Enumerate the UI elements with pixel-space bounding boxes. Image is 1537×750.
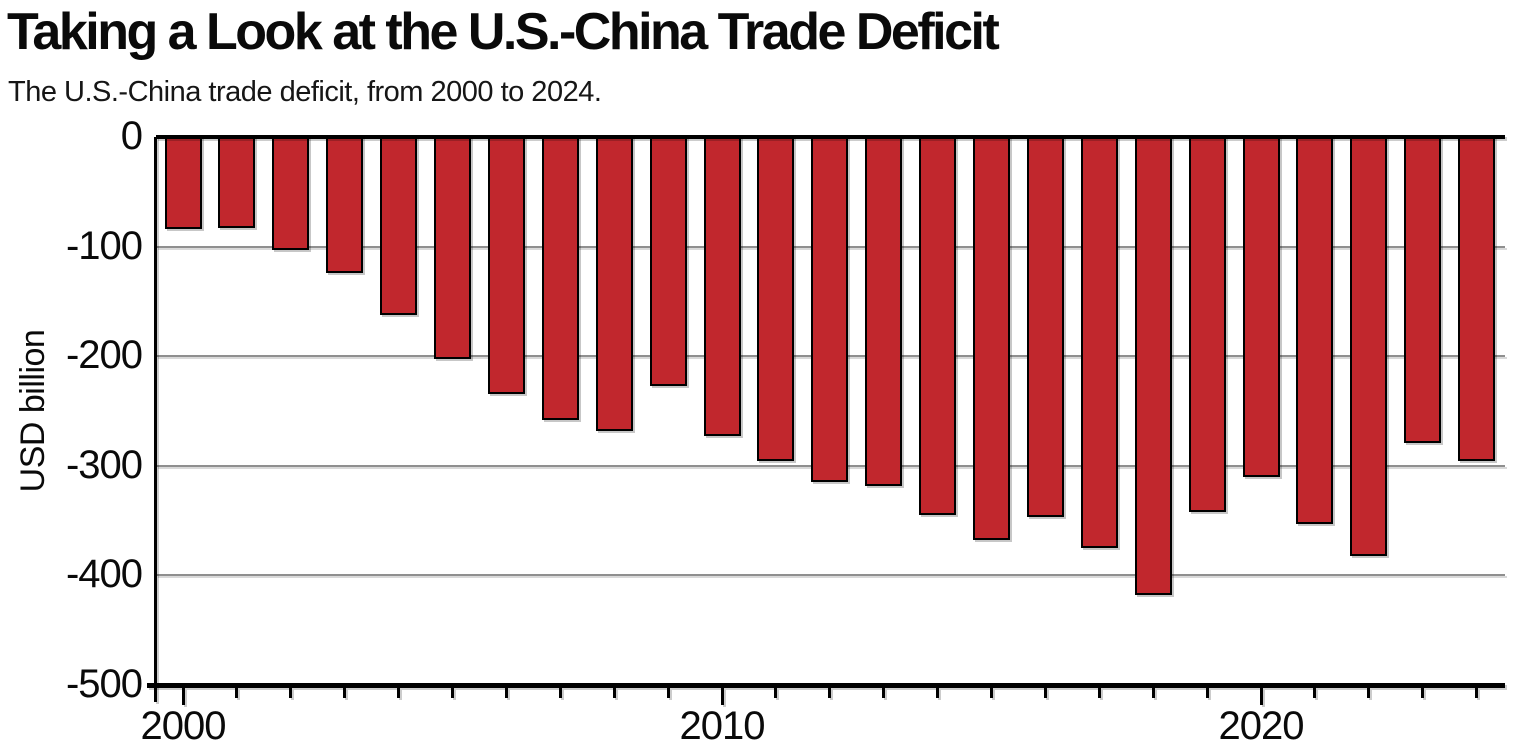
y-tick-label--500: -500 <box>65 662 143 707</box>
bar-2018 <box>1134 137 1172 596</box>
bar-2016 <box>1026 137 1064 518</box>
bar-2024 <box>1458 137 1496 461</box>
x-tick-2000 <box>181 688 185 705</box>
y-tick-label--100: -100 <box>65 223 143 268</box>
bar-2005 <box>434 137 471 359</box>
x-tick-2019 <box>1205 688 1209 698</box>
bar-2000 <box>164 137 202 229</box>
x-tick-2024 <box>1475 688 1479 698</box>
x-tick-2020 <box>1259 688 1263 705</box>
bar-2012 <box>811 137 849 483</box>
bar-2003 <box>326 137 364 273</box>
x-tick-label-2010: 2010 <box>679 704 766 748</box>
bar-2023 <box>1404 137 1442 444</box>
x-tick-2023 <box>1421 688 1425 698</box>
y-tick-label--400: -400 <box>65 552 143 597</box>
bar-2011 <box>757 137 795 461</box>
x-tick-2011 <box>774 688 778 698</box>
x-tick-label-2000: 2000 <box>140 704 227 748</box>
bar-2001 <box>218 137 256 229</box>
x-tick-2014 <box>936 688 940 698</box>
x-tick-2016 <box>1043 688 1047 698</box>
x-tick-2001 <box>235 688 239 698</box>
bar-2021 <box>1296 137 1334 525</box>
bar-2009 <box>649 137 687 386</box>
bar-2013 <box>865 137 903 487</box>
x-tick-2006 <box>504 688 508 698</box>
bar-2022 <box>1350 137 1388 556</box>
y-tick-label-0: 0 <box>120 114 143 159</box>
gridline--400 <box>156 574 1505 577</box>
x-tick-2015 <box>990 688 993 698</box>
x-tick-2022 <box>1367 688 1371 698</box>
x-tick-2003 <box>343 688 347 698</box>
x-tick-2004 <box>397 688 401 698</box>
y-axis-line <box>154 137 157 702</box>
x-tick-2013 <box>882 688 886 698</box>
bar-2010 <box>703 137 741 437</box>
x-tick-2009 <box>666 688 670 698</box>
x-tick-2010 <box>720 688 724 705</box>
y-tick-label--200: -200 <box>65 333 143 378</box>
x-tick-2007 <box>558 688 562 698</box>
x-tick-2008 <box>612 688 616 698</box>
zero-line <box>156 135 1505 139</box>
x-tick-2021 <box>1313 688 1317 698</box>
bar-2019 <box>1188 137 1226 513</box>
bar-2015 <box>973 137 1010 540</box>
x-tick-label-2020: 2020 <box>1218 704 1305 748</box>
x-tick-2012 <box>828 688 832 698</box>
x-tick-2018 <box>1151 688 1155 698</box>
bar-2008 <box>595 137 633 431</box>
bar-2017 <box>1080 137 1118 549</box>
bar-2006 <box>487 137 525 394</box>
chart-title: Taking a Look at the U.S.-China Trade De… <box>7 3 1000 61</box>
x-tick-2005 <box>451 688 454 698</box>
y-tick-label--300: -300 <box>65 442 143 487</box>
bar-2002 <box>272 137 310 250</box>
x-tick-2002 <box>289 688 293 698</box>
bar-2014 <box>919 137 957 515</box>
bar-2004 <box>380 137 418 315</box>
x-tick-2017 <box>1097 688 1101 698</box>
bar-2007 <box>541 137 579 421</box>
x-axis-line <box>147 683 1505 688</box>
chart-subtitle: The U.S.-China trade deficit, from 2000 … <box>8 76 602 108</box>
bar-2020 <box>1242 137 1280 478</box>
